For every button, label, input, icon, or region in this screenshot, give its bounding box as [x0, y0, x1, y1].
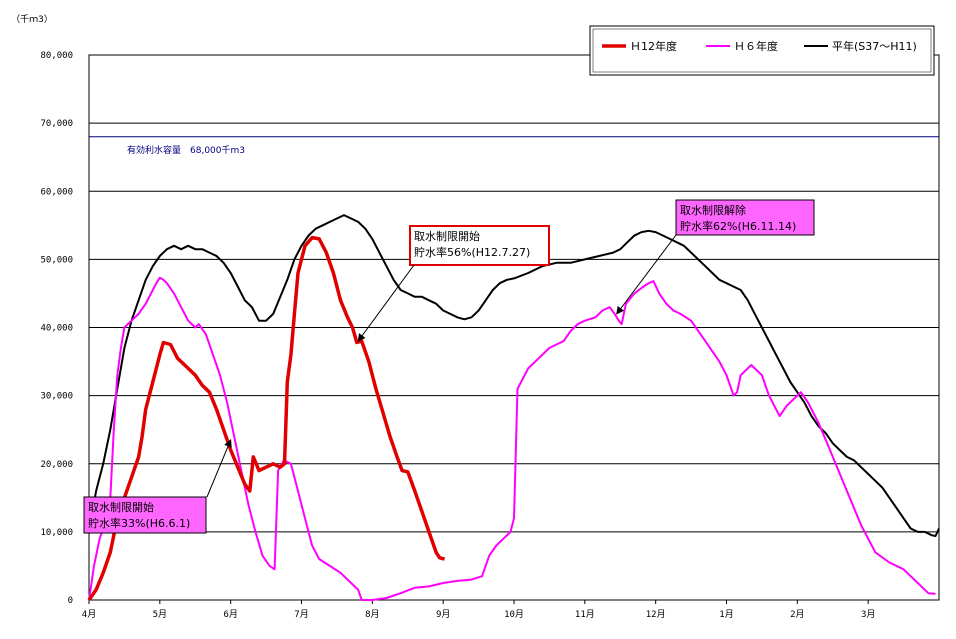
annotation-arrow: [206, 438, 232, 498]
legend-box: [589, 25, 935, 76]
y-tick-label: 0: [68, 596, 73, 606]
x-tick-label: 8月: [365, 609, 379, 620]
y-axis-unit-label: （千ｍ3）: [11, 14, 53, 25]
annotation-text: 貯水率56%(H12.7.27): [414, 245, 530, 259]
annotation-arrow: [616, 234, 677, 315]
y-tick-label: 10,000: [40, 528, 73, 538]
legend-item-1: Ｈ６年度: [706, 39, 778, 53]
x-tick-label: 4月: [82, 609, 96, 620]
annotation-text: 取水制限解除: [680, 203, 746, 217]
annotation-box: [409, 225, 550, 266]
annotation-arrow: [357, 264, 415, 342]
x-tick-label: 5月: [153, 609, 167, 620]
annotation-box: [83, 496, 207, 534]
series-line-1: [88, 276, 936, 601]
x-tick-label: 7月: [294, 609, 308, 620]
series-lines: [87, 214, 940, 601]
x-tick-label: 6月: [223, 609, 237, 620]
y-tick-label: 60,000: [40, 187, 73, 197]
legend-label: 平年(S37～H11): [832, 39, 917, 53]
legend: Ｈ12年度 Ｈ６年度 平年(S37～H11): [589, 25, 935, 76]
capacity-label: 有効利水容量 68,000千m3: [127, 144, 245, 156]
annotation-text: 貯水率62%(H6.11.14): [680, 219, 796, 233]
gridlines: [89, 54, 939, 533]
legend-label: Ｈ６年度: [734, 39, 778, 53]
x-tick-label: 2月: [790, 609, 804, 620]
x-tick-label: 10月: [504, 609, 524, 620]
annotation-text: 取水制限開始: [414, 229, 480, 243]
annotations: 取水制限開始貯水率33%(H6.6.1)取水制限開始貯水率56%(H12.7.2…: [83, 199, 815, 534]
x-axis-ticks: 4月 5月 6月 7月 8月 9月 10月 11月 12月 1月 2月 3月: [82, 600, 875, 620]
annotation-box: [675, 199, 815, 236]
legend-item-0: Ｈ12年度: [602, 39, 677, 53]
legend-item-2: 平年(S37～H11): [804, 39, 917, 53]
legend-inner-border: [592, 28, 932, 73]
y-tick-label: 20,000: [40, 460, 73, 470]
x-tick-label: 3月: [861, 609, 875, 620]
annotation-text: 貯水率33%(H6.6.1): [88, 516, 190, 530]
y-tick-label: 30,000: [40, 392, 73, 402]
y-tick-label: 70,000: [40, 119, 73, 129]
x-tick-label: 1月: [719, 609, 733, 620]
x-tick-label: 11月: [575, 609, 595, 620]
series-line-2: [88, 214, 940, 537]
y-tick-label: 50,000: [40, 255, 73, 265]
annotation-text: 取水制限開始: [88, 500, 154, 514]
y-tick-label: 40,000: [40, 324, 73, 334]
x-tick-label: 12月: [646, 609, 666, 620]
series-line-0: [87, 235, 446, 601]
y-axis-ticks: 0 10,000 20,000 30,000 40,000 50,000 60,000 70,…: [40, 51, 73, 606]
legend-label: Ｈ12年度: [630, 39, 677, 53]
x-tick-label: 9月: [436, 609, 450, 620]
y-tick-label: 80,000: [40, 51, 73, 61]
